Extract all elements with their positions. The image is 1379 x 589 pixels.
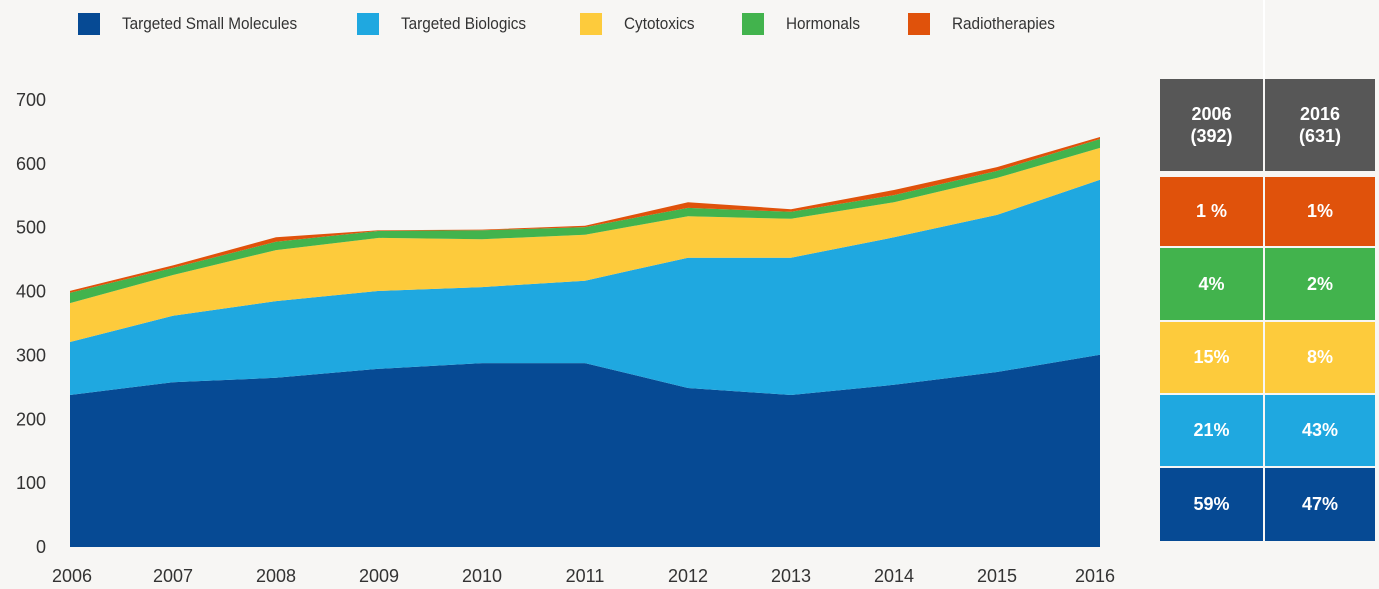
table-cell-radiotherapies: 1%	[1265, 177, 1375, 246]
legend-swatch	[356, 13, 379, 35]
x-tick-label: 2015	[977, 566, 1017, 586]
table-header-2016: 2016 (631)	[1265, 79, 1375, 171]
header-total: (631)	[1298, 126, 1342, 146]
y-tick-label: 400	[16, 282, 46, 302]
x-tick-label: 2013	[771, 566, 811, 586]
legend-item-small-molecules: Targeted Small Molecules	[78, 13, 317, 35]
header-year: 2016	[1299, 103, 1341, 124]
y-tick-label: 200	[16, 409, 46, 429]
legend-item-cytotoxics: Cytotoxics	[579, 13, 702, 35]
x-tick-label: 2009	[359, 566, 399, 586]
table-cell-cytotoxics: 15%	[1160, 322, 1263, 393]
table-cell-hormonals: 2%	[1265, 248, 1375, 320]
legend-item-hormonals: Hormonals	[742, 13, 868, 35]
area-layers	[70, 137, 1100, 547]
y-tick-label: 100	[16, 473, 46, 493]
share-table: 2006 (392) 2016 (631) 1 % 1% 4% 2% 15% 8% 21% 43% 59…	[1160, 0, 1375, 545]
legend-swatch	[579, 13, 602, 35]
legend-label: Radiotherapies	[952, 14, 1056, 33]
y-tick-label: 500	[16, 218, 46, 238]
legend-swatch	[742, 13, 764, 35]
legend-item-biologics: Targeted Biologics	[356, 13, 540, 35]
table-cell-targeted-small-molecules: 47%	[1265, 468, 1375, 541]
header-year: 2006	[1191, 103, 1232, 124]
x-axis: 2006 2007 2008 2009 2010 2011 2012 2013 2014 2015…	[52, 566, 1115, 586]
table-cell-targeted-small-molecules: 59%	[1160, 468, 1263, 541]
table-cell-targeted-biologics: 43%	[1265, 395, 1375, 466]
area-cytotoxics	[70, 147, 1100, 342]
x-tick-label: 2014	[874, 566, 914, 586]
legend-label: Cytotoxics	[623, 14, 695, 33]
x-tick-label: 2006	[52, 566, 92, 586]
y-tick-label: 0	[36, 537, 46, 557]
table-divider	[1263, 0, 1265, 79]
chart-legend: Targeted Small Molecules Targeted Biolog…	[78, 12, 1107, 36]
area-targeted-biologics	[70, 179, 1100, 395]
y-tick-label: 600	[16, 154, 46, 174]
table-cell-cytotoxics: 8%	[1265, 322, 1375, 393]
area-targeted-small-molecules	[70, 354, 1100, 547]
x-tick-label: 2008	[256, 566, 296, 586]
x-tick-label: 2007	[153, 566, 193, 586]
y-tick-label: 700	[16, 90, 46, 110]
table-cell-targeted-biologics: 21%	[1160, 395, 1263, 466]
legend-label: Hormonals	[786, 14, 860, 33]
legend-item-radiotherapies: Radiotherapies	[908, 13, 1066, 35]
table-header-2006: 2006 (392)	[1160, 79, 1263, 171]
table-cell-radiotherapies: 1 %	[1160, 177, 1263, 246]
x-tick-label: 2016	[1075, 566, 1115, 586]
legend-swatch	[908, 13, 931, 35]
header-total: (392)	[1190, 126, 1233, 146]
table-cell-hormonals: 4%	[1160, 248, 1263, 320]
legend-label: Targeted Small Molecules	[122, 14, 298, 33]
x-tick-label: 2011	[566, 566, 605, 586]
y-tick-label: 300	[16, 345, 46, 365]
legend-swatch	[78, 13, 100, 35]
x-tick-label: 2012	[668, 566, 708, 586]
legend-label: Targeted Biologics	[400, 14, 526, 33]
y-axis: 0 100 200 300 400 500 600 700	[16, 90, 46, 557]
x-tick-label: 2010	[462, 566, 502, 586]
